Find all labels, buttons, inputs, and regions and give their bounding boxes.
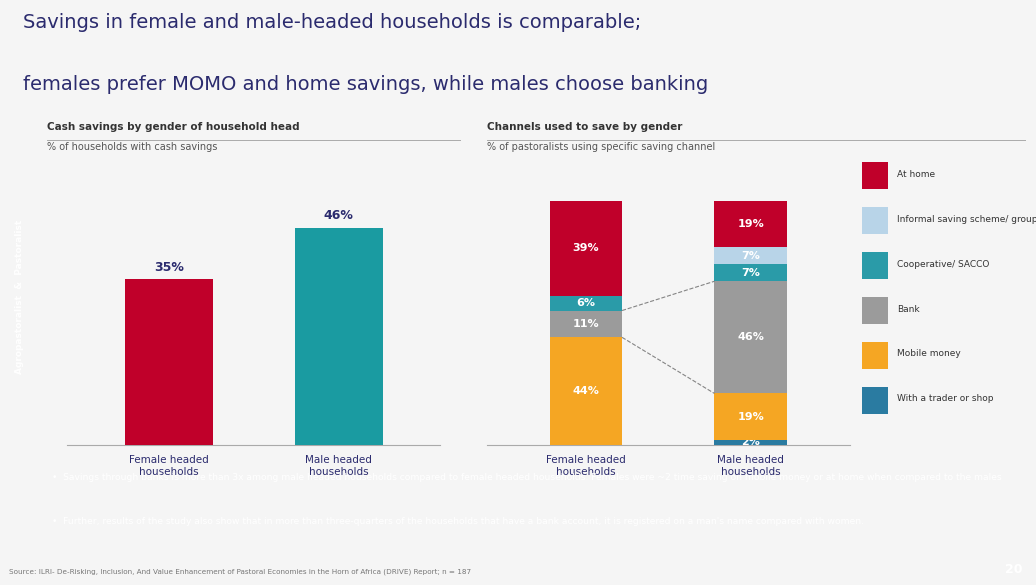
- Text: 11%: 11%: [573, 319, 599, 329]
- Text: 35%: 35%: [154, 261, 184, 274]
- Bar: [715, 247, 787, 264]
- Text: 46%: 46%: [323, 209, 353, 222]
- Text: 19%: 19%: [738, 219, 764, 229]
- Text: With a trader or shop: With a trader or shop: [897, 394, 994, 403]
- Text: 20: 20: [1006, 563, 1023, 576]
- FancyBboxPatch shape: [862, 207, 888, 234]
- Text: % of households with cash savings: % of households with cash savings: [47, 142, 217, 153]
- Text: Bank: Bank: [897, 305, 920, 314]
- Text: Agropastoralist  &  Pastoralist: Agropastoralist & Pastoralist: [16, 220, 24, 374]
- Text: Mobile money: Mobile money: [897, 349, 961, 359]
- Bar: [715, 281, 787, 393]
- Bar: [715, 440, 787, 445]
- Text: Source: ILRI- De-Risking, Inclusion, And Value Enhancement of Pastoral Economies: Source: ILRI- De-Risking, Inclusion, And…: [9, 568, 471, 574]
- FancyBboxPatch shape: [862, 297, 888, 324]
- Text: % of pastoralists using specific saving channel: % of pastoralists using specific saving …: [487, 142, 715, 153]
- Text: females prefer MOMO and home savings, while males choose banking: females prefer MOMO and home savings, wh…: [23, 75, 708, 94]
- Bar: [715, 201, 787, 247]
- Text: Channels used to save by gender: Channels used to save by gender: [487, 122, 683, 132]
- FancyBboxPatch shape: [862, 342, 888, 369]
- FancyBboxPatch shape: [862, 252, 888, 279]
- Text: Cooperative/ SACCO: Cooperative/ SACCO: [897, 260, 989, 269]
- Text: •  Savings through banks is more than 3x among male headed households compared t: • Savings through banks is more than 3x …: [52, 473, 1002, 482]
- Bar: [549, 296, 622, 311]
- FancyBboxPatch shape: [862, 163, 888, 190]
- Text: 7%: 7%: [741, 268, 760, 278]
- Bar: [549, 201, 622, 296]
- Bar: [715, 393, 787, 440]
- Bar: [715, 264, 787, 281]
- Text: 6%: 6%: [576, 298, 596, 308]
- Text: 19%: 19%: [738, 412, 764, 422]
- Text: 44%: 44%: [572, 386, 599, 396]
- Text: •  Further, results of the study also show that in more than three-quarters of t: • Further, results of the study also sho…: [52, 517, 864, 525]
- Text: 7%: 7%: [741, 251, 760, 261]
- Bar: [294, 228, 382, 445]
- Bar: [549, 311, 622, 338]
- Text: 46%: 46%: [738, 332, 765, 342]
- Text: Savings in female and male-headed households is comparable;: Savings in female and male-headed househ…: [23, 13, 641, 32]
- Text: Cash savings by gender of household head: Cash savings by gender of household head: [47, 122, 299, 132]
- Text: At home: At home: [897, 170, 936, 179]
- FancyBboxPatch shape: [862, 387, 888, 414]
- Text: 2%: 2%: [741, 437, 760, 447]
- Text: 39%: 39%: [573, 243, 599, 253]
- Text: Informal saving scheme/ group: Informal saving scheme/ group: [897, 215, 1036, 224]
- Bar: [125, 280, 213, 445]
- Bar: [549, 338, 622, 445]
